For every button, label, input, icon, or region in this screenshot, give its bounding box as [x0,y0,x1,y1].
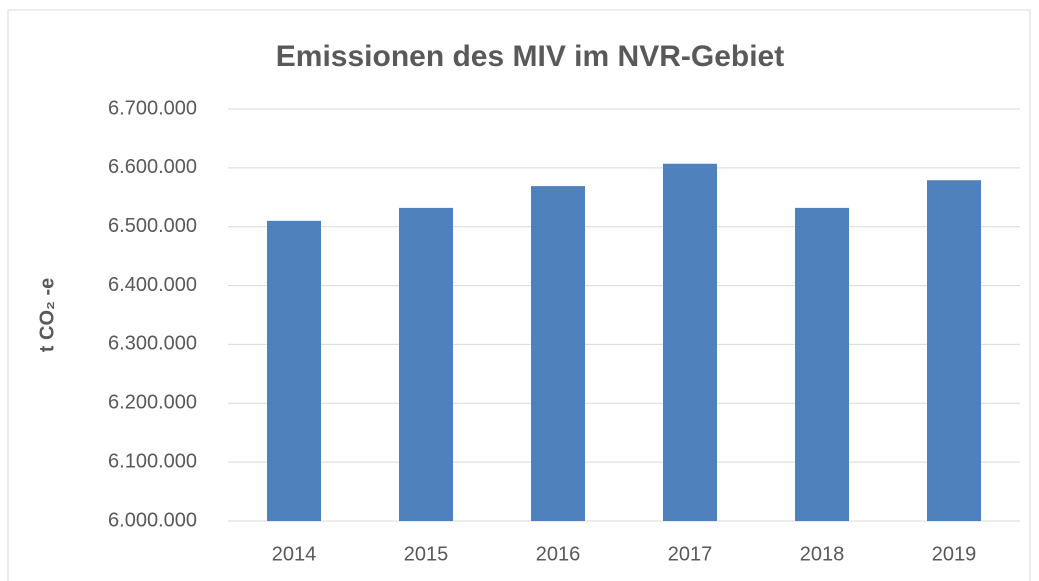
x-tick-label: 2014 [272,543,317,565]
x-tick-label: 2019 [932,543,977,565]
bar [399,207,453,521]
y-tick-label: 6.600.000 [108,156,197,178]
y-tick-label: 6.200.000 [108,392,197,414]
bar [663,163,717,522]
bar [795,207,849,521]
chart-title: Emissionen des MIV im NVR-Gebiet [276,40,784,73]
x-tick-label: 2015 [404,543,449,565]
y-tick-label: 6.400.000 [108,274,197,296]
y-tick-label: 6.000.000 [108,509,197,531]
y-tick-label: 6.300.000 [108,333,197,355]
bar [531,186,585,522]
x-tick-label: 2016 [536,543,581,565]
y-tick-label: 6.500.000 [108,215,197,237]
y-tick-label: 6.100.000 [108,450,197,472]
x-tick-label: 2018 [800,543,845,565]
y-axis-label: t CO₂ -e [36,278,58,352]
bar [927,180,981,521]
x-tick-label: 2017 [668,543,713,565]
y-tick-label: 6.700.000 [108,97,197,119]
chart-border [7,9,1031,581]
bar [267,220,321,522]
